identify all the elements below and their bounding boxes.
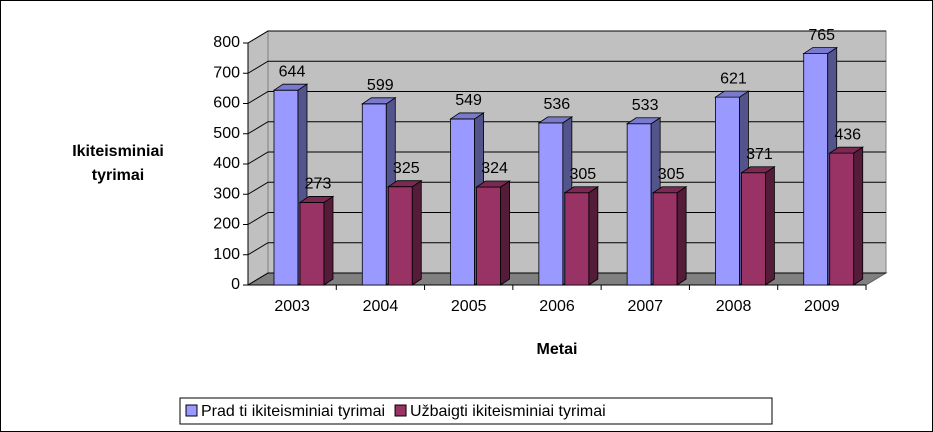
bar [828,146,865,286]
bar-face [588,185,599,286]
bar-face [273,89,299,286]
bar-face [714,90,750,98]
bar-face [651,186,688,194]
value-label: 305 [658,166,685,183]
bar-face [411,179,422,286]
x-axis-label: Metai [537,341,578,358]
bar-face [715,96,740,286]
value-label: 305 [570,166,597,183]
bar-face [676,185,687,286]
value-label: 533 [632,97,659,114]
x-tick-label: 2008 [716,298,752,315]
value-label: 765 [808,27,835,44]
bar-face [272,83,309,91]
bar-face [741,172,766,286]
bar-face [386,180,423,188]
bar [563,185,600,286]
bar [298,195,335,286]
bar-face [803,53,829,286]
legend-label: Prad ti ikiteisminiai tyrimai [201,403,385,420]
x-tick-label: 2006 [539,298,575,315]
bar [651,185,688,286]
bar-face [360,97,397,105]
value-label: 644 [279,63,306,80]
bar-face [563,186,600,194]
value-label: 371 [746,146,773,163]
bar-face [476,186,501,286]
x-tick-label: 2005 [451,298,487,315]
y-axis-label: tyrimai [92,167,144,184]
y-tick-label: 800 [213,34,240,51]
value-label: 621 [720,70,747,87]
bar-face [450,118,475,286]
value-label: 324 [481,160,508,177]
legend-swatch [394,404,407,417]
value-label: 599 [367,77,394,94]
y-tick-label: 500 [213,125,240,142]
bar-face [765,166,775,286]
value-label: 436 [834,126,861,143]
x-tick-label: 2009 [804,298,840,315]
grid-line [247,30,886,44]
grid-line [247,151,886,165]
y-tick-label: 300 [213,185,240,202]
y-tick-label: 600 [213,95,240,112]
bar-face [740,166,776,174]
bar [386,179,423,286]
bar-face [361,103,387,286]
bar-face [537,116,574,124]
legend-label: Užbaigti ikiteisminiai tyrimai [410,403,606,420]
bar-face [323,195,334,286]
x-tick-label: 2003 [274,298,310,315]
value-label: 273 [305,176,332,193]
value-label: 536 [544,96,571,113]
y-tick-label: 100 [213,246,240,263]
bar-face [299,202,325,286]
bar-face [652,192,678,286]
bar [475,180,511,286]
bar-face [829,152,855,286]
bar-face [802,47,839,54]
x-tick-label: 2004 [363,298,399,315]
y-tick-label: 0 [231,276,240,293]
grid-line [247,60,886,74]
bar-face [828,146,865,154]
bar-face [387,186,413,286]
grid-line [247,91,886,104]
y-axis-label: Ikiteisminiai [72,143,164,160]
x-tick-label: 2007 [627,298,663,315]
bar-face [625,117,662,125]
bar-face [564,192,590,286]
value-label: 549 [455,92,482,109]
y-tick-label: 700 [213,64,240,81]
legend-swatch [185,404,198,417]
bar-face [500,180,510,286]
y-tick-label: 400 [213,155,240,172]
bar-face [475,180,511,188]
bar-face [449,112,485,120]
bar-face [626,123,652,286]
grid-line [247,121,886,135]
bar [740,166,776,286]
value-label: 325 [393,160,420,177]
bar-face [538,122,564,286]
bar-face [298,196,335,203]
y-tick-label: 200 [213,216,240,233]
grid-line [247,181,886,195]
bar-face [853,146,864,286]
legend-box [179,397,773,425]
